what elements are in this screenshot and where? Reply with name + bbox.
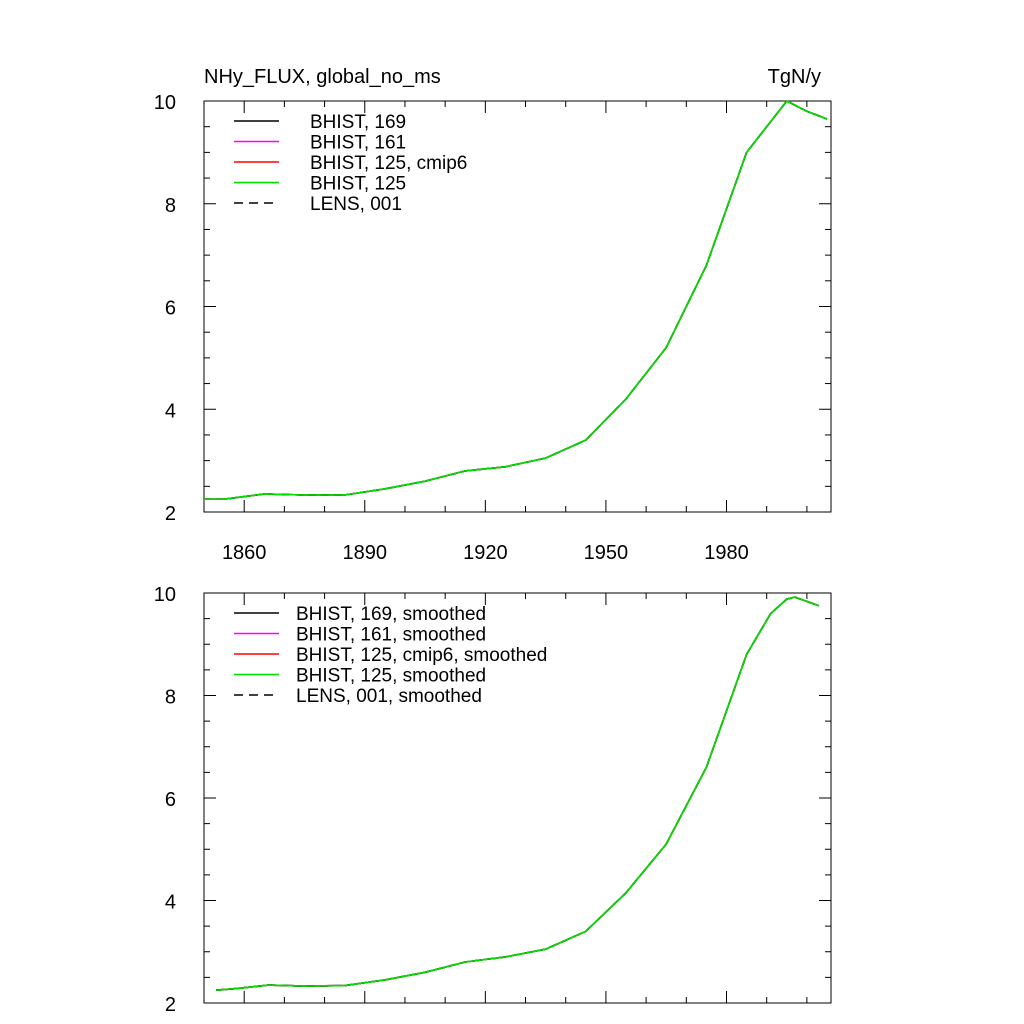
x-tick-label: 1890 [343, 542, 388, 564]
legend-label: LENS, 001 [310, 194, 402, 215]
plot-frame [203, 100, 832, 513]
x-tick-label: 1950 [584, 542, 629, 564]
series-line-1 [204, 99, 828, 501]
y-tick-label: 2 [165, 994, 176, 1016]
chart-title: NHy_FLUX, global_no_ms [204, 66, 441, 88]
legend-label: BHIST, 125, cmip6, smoothed [296, 645, 547, 666]
y-tick-label: 10 [154, 92, 176, 114]
legend-label: BHIST, 161, smoothed [296, 625, 486, 646]
series-line-2 [204, 99, 828, 501]
series-line-visible [216, 596, 820, 991]
y-tick-label: 10 [154, 584, 176, 606]
series-line-5 [204, 99, 828, 501]
y-tick-label: 8 [165, 687, 176, 709]
legend-label: BHIST, 169, smoothed [296, 604, 486, 625]
y-tick-label: 6 [165, 789, 176, 811]
x-tick-label: 1980 [704, 542, 749, 564]
y-tick-label: 4 [165, 892, 176, 914]
legend-label: BHIST, 169 [310, 112, 406, 133]
chart-panel-1: 2 4 6 8 10 1860 1890 1920 1950 1980 NHy_FLUX, glob… [154, 66, 832, 564]
y-tick-label: 6 [165, 298, 176, 320]
x-tick-label: 1860 [222, 542, 267, 564]
legend-label: LENS, 001, smoothed [296, 686, 482, 707]
series-line-visible [204, 99, 828, 501]
y-tick-label: 8 [165, 195, 176, 217]
y-tick-label: 2 [165, 503, 176, 525]
legend-label: BHIST, 125, cmip6 [310, 153, 467, 174]
series-line-4 [204, 99, 828, 501]
series-line-3 [204, 99, 828, 501]
y-tick-label: 4 [165, 400, 176, 422]
legend-label: BHIST, 125 [310, 174, 406, 195]
legend-label: BHIST, 125, smoothed [296, 666, 486, 687]
units-label: TgN/y [768, 66, 821, 88]
legend-label: BHIST, 161 [310, 133, 406, 154]
x-tick-label: 1920 [463, 542, 508, 564]
